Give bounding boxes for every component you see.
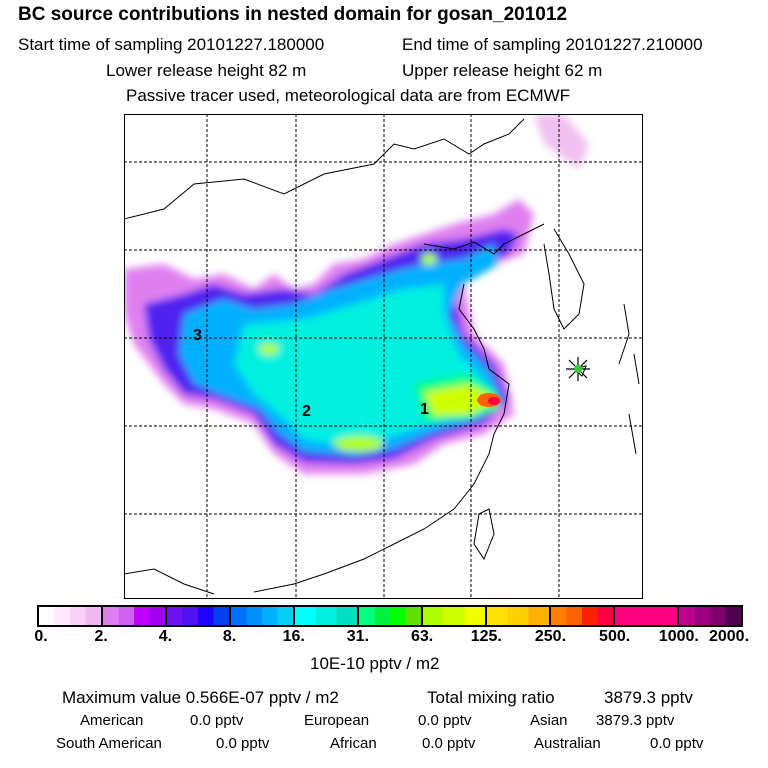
max-value: Maximum value 0.566E-07 pptv / m2 [62, 688, 339, 707]
american-label: American [80, 712, 144, 729]
south-american-label: South American [56, 735, 162, 752]
coastlines [124, 118, 640, 595]
colorbar-segment [679, 607, 741, 625]
colorbar-tick-label: 63. [410, 628, 434, 645]
colorbar-tick-label: 8. [222, 628, 237, 645]
total-mixing-label: Total mixing ratio [427, 688, 555, 707]
colorbar [37, 605, 743, 627]
colorbar-segment [295, 607, 359, 625]
colorbar-segment [231, 607, 295, 625]
colorbar-tick-label: 0. [34, 628, 48, 645]
colorbar-tick-label: 500. [599, 628, 631, 645]
plume [124, 114, 589, 474]
colorbar-segment [551, 607, 615, 625]
source-marker-3: 3 [193, 327, 202, 344]
colorbar-segment [39, 607, 103, 625]
end-time: End time of sampling 20101227.210000 [402, 35, 703, 54]
source-contribution-map: 1 2 3 [124, 114, 643, 599]
south-american-value: 0.0 pptv [216, 735, 270, 752]
colorbar-segment [487, 607, 551, 625]
european-label: European [304, 712, 370, 729]
upper-release-height: Upper release height 62 m [402, 61, 603, 80]
colorbar-segment [103, 607, 167, 625]
colorbar-tick-label: 1000. [658, 628, 699, 645]
start-time: Start time of sampling 20101227.180000 [18, 35, 325, 54]
asian-value: 3879.3 pptv [596, 712, 675, 729]
colorbar-tick-label: 2000. [708, 628, 750, 645]
source-marker-1: 1 [420, 401, 429, 418]
african-label: African [330, 735, 377, 752]
colorbar-segment [167, 607, 231, 625]
colorbar-tick-label: 125. [470, 628, 502, 645]
colorbar-tick-label: 16. [282, 628, 305, 645]
australian-label: Australian [534, 735, 601, 752]
american-value: 0.0 pptv [190, 712, 244, 729]
european-value: 0.0 pptv [418, 712, 472, 729]
colorbar-tick-label: 4. [158, 628, 173, 645]
figure-title: BC source contributions in nested domain… [18, 4, 568, 25]
asian-label: Asian [530, 712, 568, 729]
colorbar-tick-label: 250. [534, 628, 567, 645]
colorbar-tick-label: 31. [346, 628, 370, 645]
tracer-note: Passive tracer used, meteorological data… [126, 86, 571, 105]
colorbar-segment [359, 607, 423, 625]
colorbar-segment [615, 607, 679, 625]
star-icon [566, 357, 590, 381]
australian-value: 0.0 pptv [650, 735, 704, 752]
total-mixing-value: 3879.3 pptv [604, 688, 693, 707]
colorbar-segment [423, 607, 487, 625]
colorbar-unit: 10E-10 pptv / m2 [310, 654, 440, 673]
source-marker-2: 2 [302, 403, 311, 420]
colorbar-tick-label: 2. [94, 628, 108, 645]
lower-release-height: Lower release height 82 m [106, 61, 307, 80]
graticule [124, 114, 643, 599]
african-value: 0.0 pptv [422, 735, 476, 752]
